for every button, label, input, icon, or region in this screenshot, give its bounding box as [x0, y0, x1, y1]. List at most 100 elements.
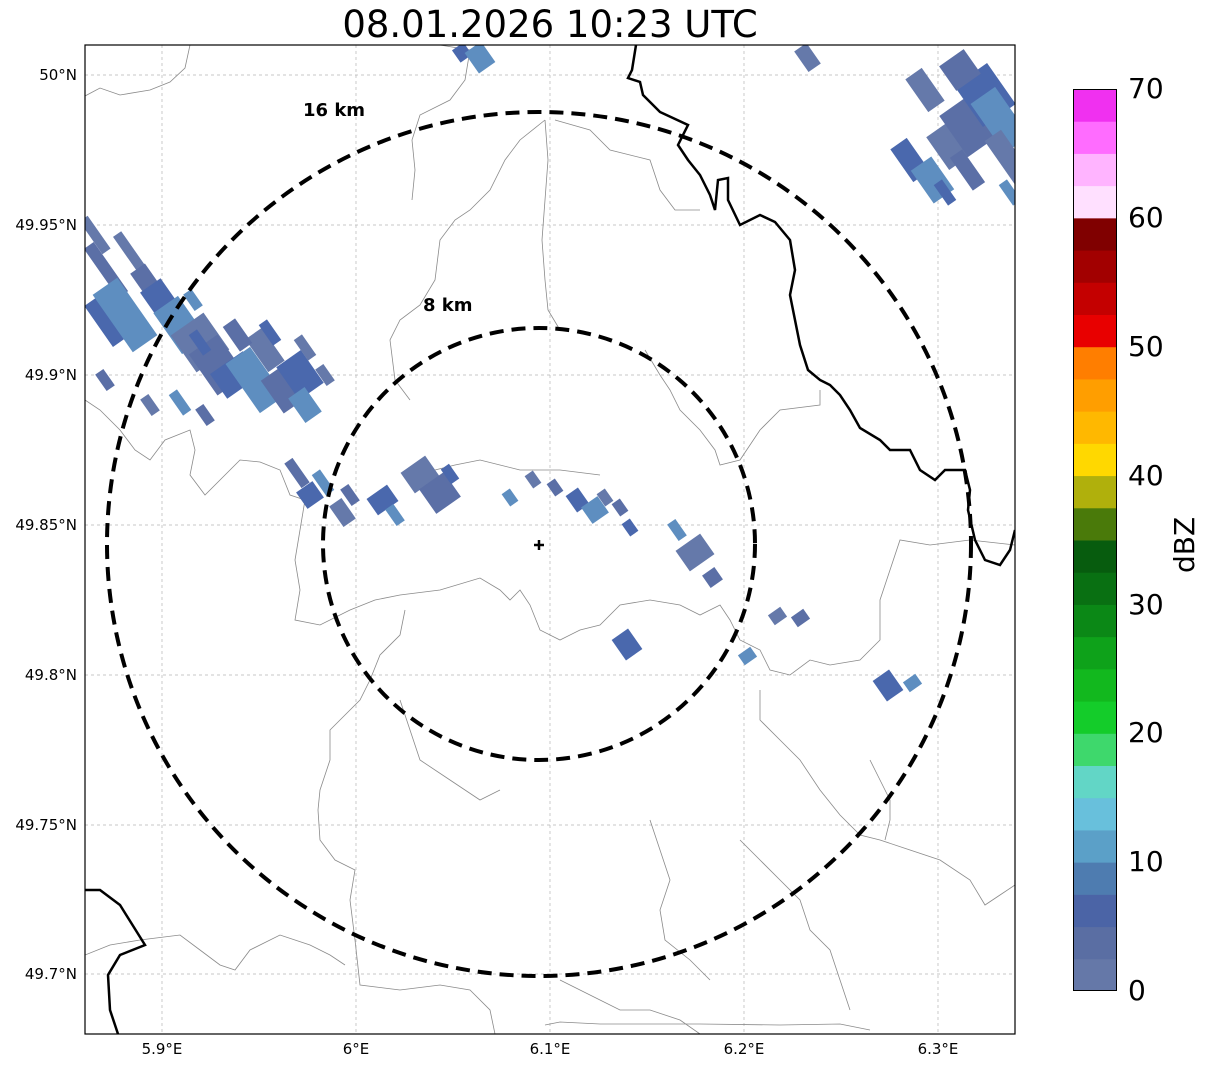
colorbar-swatch — [1073, 346, 1117, 380]
map-frame — [84, 44, 1016, 1035]
colorbar-tick-label: 10 — [1128, 845, 1164, 878]
echo-cell — [872, 669, 904, 702]
colorbar-swatch — [1073, 797, 1117, 831]
colorbar-swatch — [1073, 894, 1117, 928]
echo-cell — [366, 484, 399, 516]
echo-cell — [998, 179, 1015, 206]
echo-cell — [667, 518, 687, 542]
colorbar-swatch — [1073, 378, 1117, 412]
echo-cell — [92, 277, 158, 353]
lat-tick-label: 49.95°N — [15, 216, 77, 234]
echo-cell — [112, 231, 148, 274]
echo-cell — [949, 149, 986, 191]
colorbar-swatch — [1073, 121, 1117, 154]
lon-tick-label: 6°E — [342, 1040, 370, 1058]
lat-tick-label: 49.9°N — [24, 366, 77, 384]
colorbar-swatch — [1073, 217, 1117, 251]
colorbar-swatch — [1073, 282, 1117, 315]
colorbar-swatch — [1073, 926, 1117, 960]
echo-cell — [400, 455, 440, 494]
echo-cell — [296, 481, 324, 509]
echo-cell — [737, 646, 758, 666]
colorbar-swatch — [1073, 314, 1117, 348]
echo-cell — [385, 503, 405, 527]
colorbar-swatch — [1073, 507, 1117, 541]
colorbar-swatch — [1073, 153, 1117, 187]
colorbar-tick-label: 60 — [1128, 201, 1164, 234]
lat-tick-label: 49.7°N — [24, 965, 77, 983]
echo-cell — [168, 389, 192, 416]
colorbar-label: dBZ — [1168, 516, 1201, 573]
echo-cell — [902, 673, 923, 693]
echo-cell — [611, 628, 643, 661]
echo-cell — [85, 215, 111, 255]
colorbar-swatch — [1073, 540, 1117, 573]
colorbar-tick-label: 30 — [1128, 588, 1164, 621]
echo-cell — [581, 496, 609, 524]
echo-cell — [790, 608, 811, 628]
colorbar-swatch — [1073, 604, 1117, 638]
echo-cell — [933, 179, 957, 206]
colorbar-tick-label: 50 — [1128, 330, 1164, 363]
echo-cell — [596, 488, 614, 507]
echo-cell — [288, 386, 322, 424]
echo-cell — [258, 319, 282, 346]
colorbar-swatch — [1073, 668, 1117, 702]
colorbar — [1073, 89, 1117, 991]
colorbar-swatch — [1073, 411, 1117, 444]
lat-tick-label: 49.75°N — [15, 816, 77, 834]
echo-cell — [140, 393, 160, 417]
colorbar-swatch — [1073, 572, 1117, 605]
range-rings — [105, 110, 973, 978]
colorbar-swatch — [1073, 862, 1117, 895]
echo-cell — [293, 334, 317, 361]
colorbar-tick-label: 0 — [1128, 974, 1146, 1007]
echo-cell — [984, 129, 1015, 191]
lat-tick-label: 49.85°N — [15, 516, 77, 534]
colorbar-swatch — [1073, 185, 1117, 219]
lon-tick-label: 6.3°E — [917, 1040, 959, 1058]
colorbar-swatch — [1073, 765, 1117, 799]
echo-cell — [524, 470, 542, 489]
echo-cell — [702, 567, 723, 588]
echo-cell — [794, 45, 821, 73]
colorbar-swatch — [1073, 701, 1117, 734]
ring-label-8km: 8 km — [423, 295, 473, 316]
colorbar-swatch — [1073, 475, 1117, 509]
echo-cell — [276, 350, 324, 400]
echo-cell — [905, 67, 945, 113]
lon-tick-label: 5.9°E — [141, 1040, 183, 1058]
echo-cell — [440, 463, 460, 485]
lon-tick-label: 6.1°E — [529, 1040, 571, 1058]
echo-cell — [675, 533, 715, 572]
ring-label-16km: 16 km — [303, 100, 366, 121]
colorbar-swatch — [1073, 636, 1117, 670]
colorbar-tick-label: 20 — [1128, 716, 1164, 749]
echo-cell — [95, 368, 115, 392]
echo-cell — [188, 329, 212, 356]
echo-cell — [340, 483, 360, 507]
echo-cell — [183, 288, 203, 312]
colorbar-tick-label: 40 — [1128, 459, 1164, 492]
echo-cell — [451, 45, 473, 63]
colorbar-swatch — [1073, 829, 1117, 863]
radar-site-marker — [534, 540, 544, 550]
echo-cell — [621, 518, 639, 537]
colorbar-tick-label: 70 — [1128, 72, 1164, 105]
echo-cell — [225, 346, 285, 414]
echo-cell — [464, 45, 496, 74]
echo-cell — [195, 403, 215, 427]
echo-cell — [939, 49, 981, 91]
echo-cell — [284, 457, 310, 489]
lat-tick-label: 49.8°N — [24, 666, 77, 684]
colorbar-swatch — [1073, 89, 1117, 122]
echo-cell — [245, 327, 285, 373]
echo-cell — [329, 497, 356, 528]
colorbar-swatch — [1073, 733, 1117, 766]
echo-cell — [315, 363, 335, 387]
colorbar-frame — [1073, 89, 1117, 991]
echo-cell — [767, 606, 788, 626]
colorbar-swatch — [1073, 250, 1117, 283]
echo-cell — [222, 318, 253, 352]
